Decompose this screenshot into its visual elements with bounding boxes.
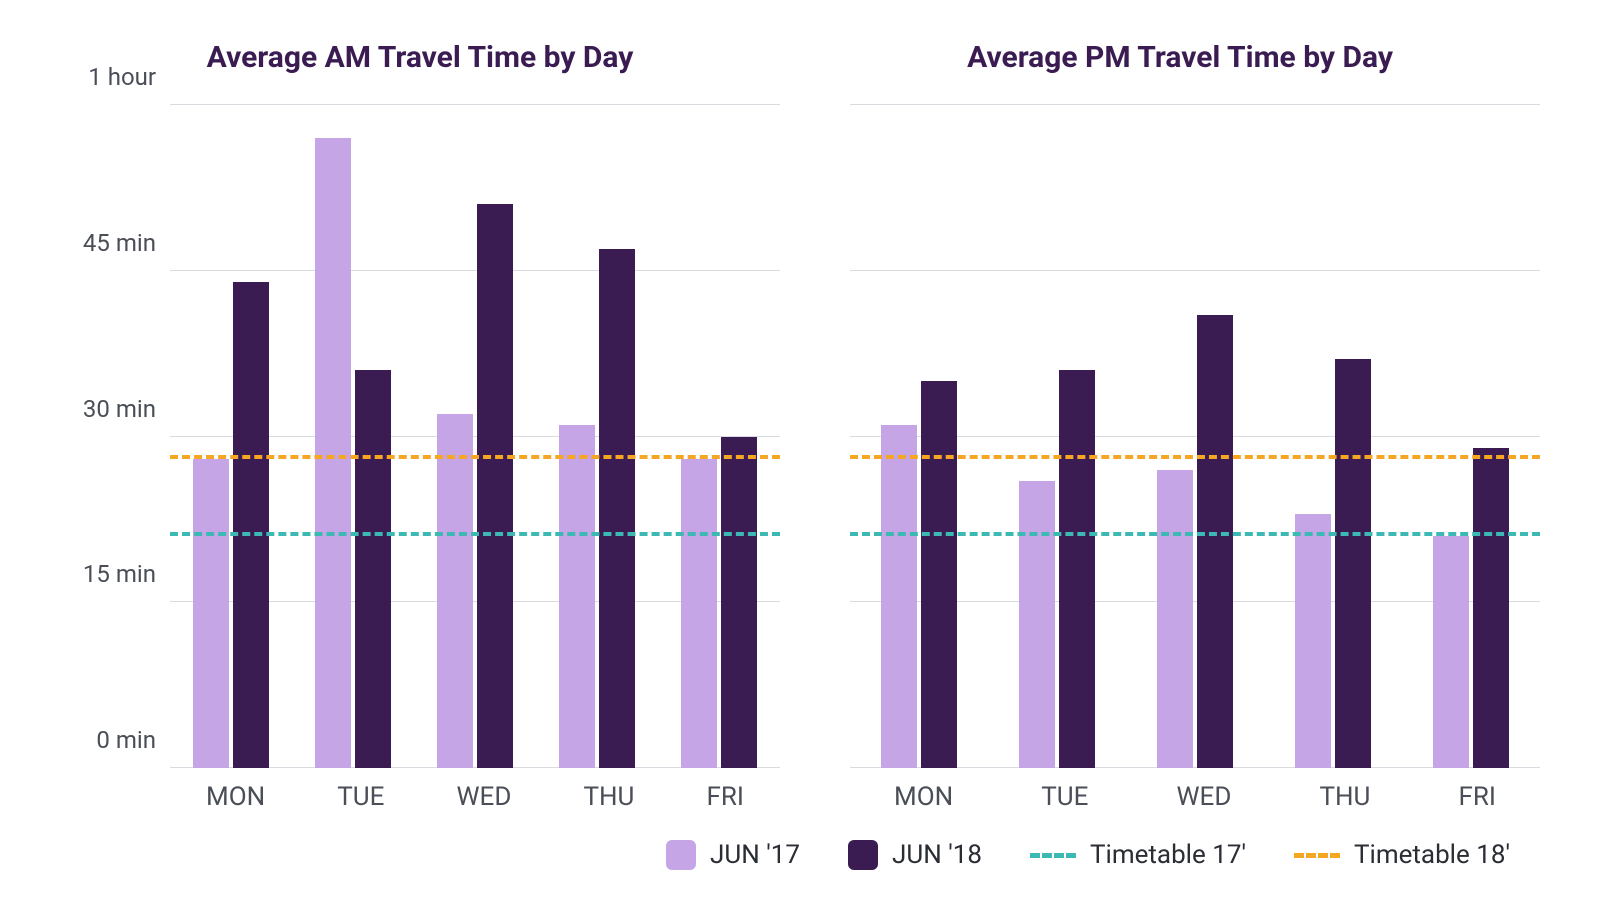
bar-jun17 bbox=[1019, 481, 1055, 768]
bar-jun18 bbox=[1473, 448, 1509, 768]
y-tick-label: 0 min bbox=[96, 726, 156, 754]
x-axis-pm: MON TUE WED THU FRI bbox=[850, 782, 1540, 812]
bar-jun18 bbox=[599, 249, 635, 768]
legend-label: Timetable 17' bbox=[1090, 840, 1246, 870]
legend-item: Timetable 18' bbox=[1294, 840, 1510, 870]
x-tick-label: THU bbox=[1319, 782, 1370, 812]
bar-group bbox=[1295, 105, 1371, 768]
x-axis-row-pm: MON TUE WED THU FRI bbox=[820, 782, 1540, 812]
bars-layer bbox=[170, 105, 780, 768]
bars-layer bbox=[850, 105, 1540, 768]
plot-outer-pm bbox=[820, 105, 1540, 768]
bar-jun17 bbox=[559, 425, 595, 768]
bar-group bbox=[881, 105, 957, 768]
bar-jun18 bbox=[921, 381, 957, 768]
plot-outer-am: 0 min15 min30 min45 min1 hour bbox=[60, 105, 780, 768]
x-tick-label: TUE bbox=[337, 782, 384, 812]
bar-jun17 bbox=[1295, 514, 1331, 768]
bar-jun17 bbox=[437, 414, 473, 768]
bar-group bbox=[1433, 105, 1509, 768]
bar-jun18 bbox=[233, 282, 269, 768]
bar-group bbox=[1157, 105, 1233, 768]
bar-jun18 bbox=[355, 370, 391, 768]
x-axis-am: MON TUE WED THU FRI bbox=[170, 782, 780, 812]
legend-item: JUN '17 bbox=[666, 840, 800, 870]
y-tick-label: 15 min bbox=[83, 560, 156, 588]
bar-jun18 bbox=[721, 437, 757, 769]
bar-jun18 bbox=[1335, 359, 1371, 768]
y-tick-label: 30 min bbox=[83, 395, 156, 423]
chart-title-pm: Average PM Travel Time by Day bbox=[820, 40, 1540, 75]
bar-group bbox=[681, 105, 757, 768]
y-axis-am: 0 min15 min30 min45 min1 hour bbox=[60, 105, 170, 768]
bar-group bbox=[559, 105, 635, 768]
legend-item: JUN '18 bbox=[848, 840, 982, 870]
legend-dash-icon bbox=[1030, 853, 1076, 858]
chart-panel-am: Average AM Travel Time by Day 0 min 15 mi… bbox=[60, 40, 780, 812]
charts-row: Average AM Travel Time by Day 0 min 15 mi… bbox=[60, 40, 1540, 812]
legend-item: Timetable 17' bbox=[1030, 840, 1246, 870]
timetable-18-line bbox=[850, 455, 1540, 459]
bar-group bbox=[193, 105, 269, 768]
legend-swatch-icon bbox=[848, 840, 878, 870]
legend-dash-icon bbox=[1294, 853, 1340, 858]
legend-swatch-icon bbox=[666, 840, 696, 870]
bar-jun18 bbox=[477, 204, 513, 768]
chart-title-am: Average AM Travel Time by Day bbox=[60, 40, 780, 75]
legend-label: JUN '17 bbox=[710, 840, 800, 870]
bar-jun17 bbox=[193, 459, 229, 768]
plot-area-am bbox=[170, 105, 780, 768]
y-tick-label: 45 min bbox=[83, 229, 156, 257]
legend-label: Timetable 18' bbox=[1354, 840, 1510, 870]
bar-jun17 bbox=[881, 425, 917, 768]
x-tick-label: MON bbox=[894, 782, 953, 812]
bar-group bbox=[315, 105, 391, 768]
timetable-18-line bbox=[170, 455, 780, 459]
x-tick-label: WED bbox=[1176, 782, 1231, 812]
x-tick-label: THU bbox=[583, 782, 634, 812]
y-axis-pm bbox=[820, 105, 850, 768]
plot-area-pm bbox=[850, 105, 1540, 768]
x-tick-label: WED bbox=[456, 782, 511, 812]
timetable-17-line bbox=[170, 532, 780, 536]
y-tick-label: 1 hour bbox=[88, 63, 156, 91]
bar-jun17 bbox=[315, 138, 351, 768]
chart-panel-pm: Average PM Travel Time by Day MON TUE WED T… bbox=[820, 40, 1540, 812]
timetable-17-line bbox=[850, 532, 1540, 536]
x-tick-label: FRI bbox=[1458, 782, 1495, 812]
bar-jun17 bbox=[681, 459, 717, 768]
bar-jun17 bbox=[1157, 470, 1193, 768]
x-tick-label: MON bbox=[206, 782, 265, 812]
bar-jun18 bbox=[1059, 370, 1095, 768]
x-tick-label: FRI bbox=[706, 782, 743, 812]
bar-group bbox=[437, 105, 513, 768]
bar-group bbox=[1019, 105, 1095, 768]
x-tick-label: TUE bbox=[1041, 782, 1088, 812]
legend: JUN '17 JUN '18 Timetable 17' Timetable 18' bbox=[60, 840, 1540, 870]
legend-label: JUN '18 bbox=[892, 840, 982, 870]
bar-jun18 bbox=[1197, 315, 1233, 768]
x-axis-row-am: MON TUE WED THU FRI bbox=[60, 782, 780, 812]
bar-jun17 bbox=[1433, 536, 1469, 768]
